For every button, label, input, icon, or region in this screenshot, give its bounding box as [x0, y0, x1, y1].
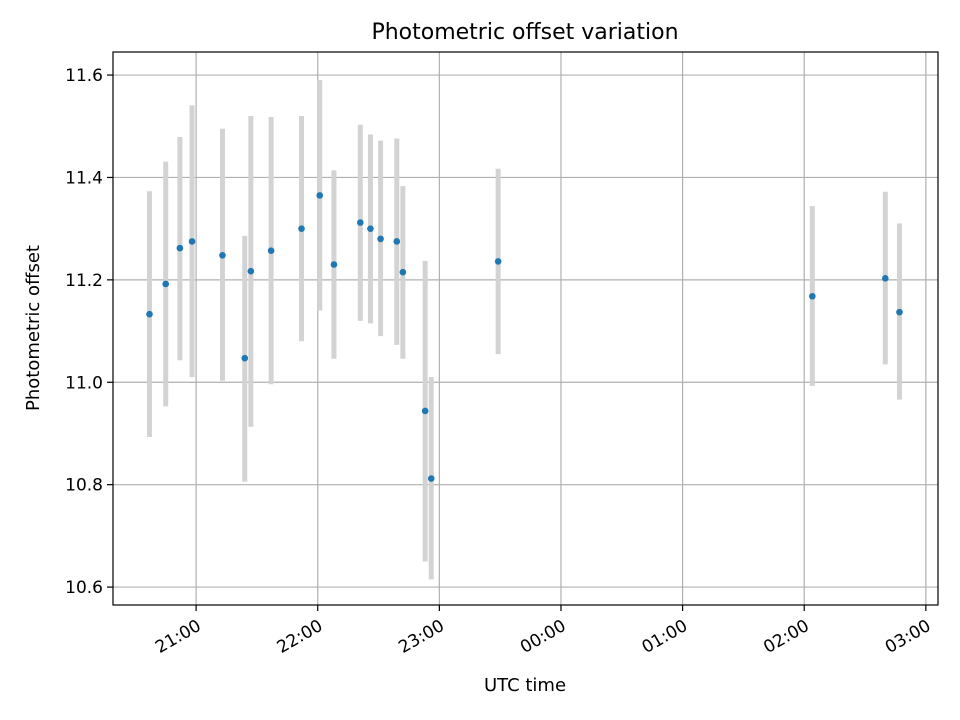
data-point — [809, 292, 816, 300]
data-point — [881, 275, 889, 282]
data-point — [330, 261, 338, 268]
data-point — [298, 225, 305, 232]
y-axis-ticks: 10.6 10.8 11.0 11.2 11.4 11.6 — [65, 66, 113, 598]
data-point — [393, 238, 401, 245]
data-point — [896, 308, 903, 316]
y-tick-label: 11.6 — [65, 66, 103, 86]
y-axis-label: Photometric offset — [23, 245, 44, 411]
data-point — [399, 268, 407, 276]
y-tick-label: 11.0 — [65, 373, 103, 393]
data-point — [267, 247, 275, 254]
data-points — [146, 192, 903, 482]
y-tick-label: 10.6 — [65, 578, 103, 598]
data-point — [377, 235, 384, 243]
plot-frame — [112, 51, 939, 606]
y-tick-label: 11.2 — [65, 271, 103, 291]
data-point — [316, 192, 324, 199]
data-point — [427, 475, 435, 482]
data-point — [176, 244, 184, 252]
chart-title: Photometric offset variation — [371, 20, 678, 45]
x-axis-label: UTC time — [484, 675, 566, 696]
data-point — [247, 267, 255, 275]
data-point — [494, 258, 502, 265]
y-tick-label: 10.8 — [65, 476, 103, 496]
data-point — [219, 251, 226, 259]
data-point — [356, 219, 364, 226]
data-point — [188, 238, 196, 245]
data-point — [241, 354, 249, 362]
data-point — [421, 407, 429, 415]
data-point — [162, 280, 170, 288]
data-point — [146, 310, 153, 318]
y-tick-label: 11.4 — [65, 168, 103, 188]
data-point — [367, 225, 374, 232]
